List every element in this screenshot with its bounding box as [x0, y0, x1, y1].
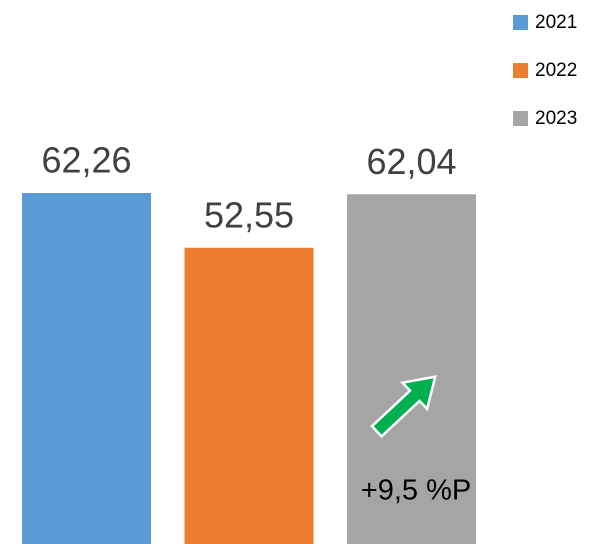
- legend-label: 2023: [535, 108, 577, 129]
- legend-label: 2022: [535, 60, 577, 81]
- legend-label: 2021: [535, 12, 577, 33]
- legend-swatch: [513, 63, 528, 78]
- arrow: [370, 375, 437, 439]
- legend-swatch: [513, 15, 528, 30]
- arrow-shape: [370, 375, 437, 439]
- bar: [184, 247, 314, 544]
- annotation: +9,5 %P: [361, 475, 471, 507]
- bar: [347, 194, 476, 544]
- legend-swatch: [513, 111, 528, 126]
- value-label: 52,55: [204, 194, 294, 235]
- plot: [22, 193, 476, 544]
- value-label: 62,04: [366, 141, 456, 182]
- bar: [22, 193, 151, 544]
- value-label: 62,26: [41, 140, 131, 181]
